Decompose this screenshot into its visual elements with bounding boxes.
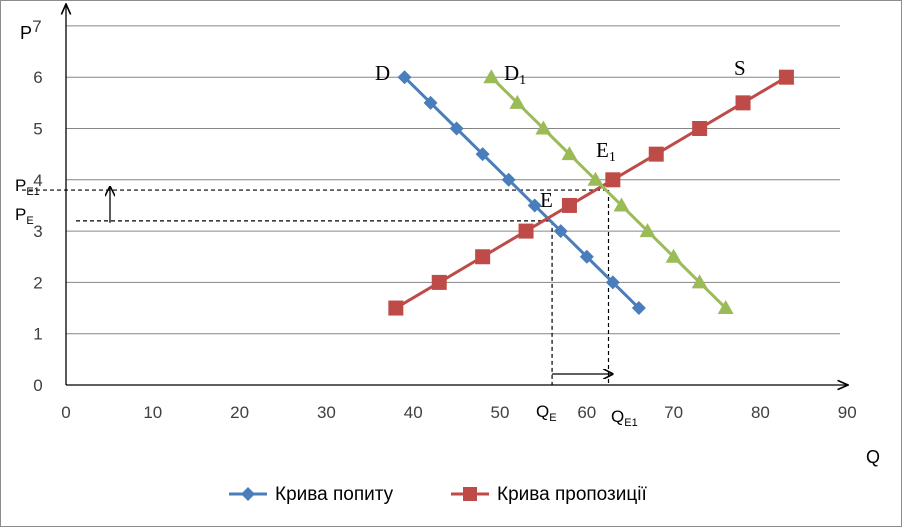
x-tick-label: 80 bbox=[751, 403, 770, 422]
new-demand-point bbox=[483, 69, 500, 84]
new-demand-point bbox=[587, 171, 604, 186]
x-tick-label: 60 bbox=[577, 403, 596, 422]
qe-label: QE bbox=[536, 402, 557, 424]
x-tick-label: 0 bbox=[61, 403, 70, 422]
supply-point bbox=[648, 146, 664, 162]
demand-point bbox=[631, 301, 646, 316]
y-tick-label: 0 bbox=[33, 376, 42, 395]
new-demand-point bbox=[613, 197, 630, 212]
x-tick-label: 30 bbox=[317, 403, 336, 422]
legend-supply-marker bbox=[463, 487, 477, 501]
supply-point bbox=[561, 197, 577, 213]
y-tick-label: 3 bbox=[33, 222, 42, 241]
x-axis-label: Q bbox=[866, 447, 880, 467]
demand-point bbox=[449, 121, 464, 136]
new-demand-point bbox=[535, 120, 552, 135]
legend-demand-label: Крива попиту bbox=[275, 484, 394, 505]
new-demand-point bbox=[717, 300, 734, 315]
x-tick-label: 10 bbox=[143, 403, 162, 422]
x-tick-label: 50 bbox=[491, 403, 510, 422]
equilibrium-label: E bbox=[540, 188, 553, 212]
demand-point bbox=[475, 147, 490, 162]
demand-point bbox=[501, 172, 516, 187]
new-equilibrium-label: E1 bbox=[596, 138, 616, 165]
supply-point bbox=[518, 223, 534, 239]
pe-label: PE bbox=[15, 205, 34, 227]
supply-point bbox=[735, 95, 751, 111]
x-tick-label: 20 bbox=[230, 403, 249, 422]
supply-point bbox=[605, 172, 621, 188]
supply-curve-label: S bbox=[734, 56, 746, 80]
x-tick-label: 70 bbox=[664, 403, 683, 422]
new-demand-point bbox=[639, 223, 656, 238]
y-tick-label: 4 bbox=[33, 171, 42, 190]
supply-point bbox=[431, 274, 447, 290]
y-tick-label: 2 bbox=[33, 273, 42, 292]
y-tick-label: 6 bbox=[33, 68, 42, 87]
pe1-label: PE1 bbox=[15, 176, 40, 198]
new-demand-curve-label: D1 bbox=[504, 61, 526, 88]
y-tick-label: 1 bbox=[33, 325, 42, 344]
x-tick-label: 40 bbox=[404, 403, 423, 422]
qe1-label: QE1 bbox=[611, 407, 638, 429]
y-tick-label: 5 bbox=[33, 120, 42, 139]
supply-point bbox=[692, 121, 708, 136]
supply-point bbox=[778, 69, 794, 85]
demand-point bbox=[605, 275, 620, 290]
new-demand-point bbox=[665, 248, 682, 263]
new-demand-point bbox=[509, 94, 526, 109]
new-demand-point bbox=[691, 274, 708, 289]
legend-supply-label: Крива пропозиції bbox=[497, 484, 647, 505]
legend-demand-marker bbox=[241, 487, 255, 501]
demand-point bbox=[579, 249, 594, 264]
demand-point bbox=[553, 224, 568, 239]
legend: Крива попиту Крива пропозиції bbox=[229, 484, 647, 505]
y-axis-label: P bbox=[20, 23, 32, 43]
series-line-0 bbox=[403, 76, 640, 310]
supply-point bbox=[475, 249, 491, 265]
series-line-1 bbox=[395, 75, 788, 310]
demand-point bbox=[397, 70, 412, 85]
demand-point bbox=[527, 198, 542, 213]
demand-point bbox=[423, 95, 438, 110]
y-tick-label: 7 bbox=[32, 17, 41, 36]
demand-curve-label: D bbox=[375, 61, 390, 85]
new-demand-point bbox=[561, 146, 578, 161]
x-tick-label: 90 bbox=[838, 403, 857, 422]
supply-point bbox=[388, 300, 404, 316]
series-line-2 bbox=[490, 76, 727, 310]
